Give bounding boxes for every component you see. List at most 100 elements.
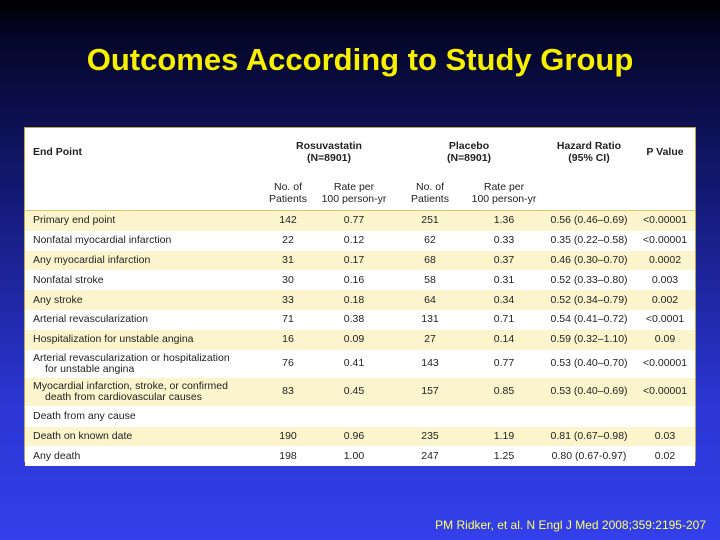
cell-rosuvastatin-rate: 0.77 bbox=[313, 210, 395, 231]
cell-end-point: Arterial revascularization or hospitaliz… bbox=[25, 349, 263, 378]
cell-hazard-ratio: 0.46 (0.30–0.70) bbox=[543, 250, 636, 271]
cell-hazard-ratio: 0.54 (0.41–0.72) bbox=[543, 309, 636, 330]
cell-rosuvastatin-rate: 0.16 bbox=[313, 270, 395, 291]
cell-rosuvastatin-rate: 0.09 bbox=[313, 329, 395, 350]
cell-p-value: <0.00001 bbox=[635, 210, 696, 231]
header-end-point: End Point bbox=[33, 146, 82, 158]
header-placebo-n: (N=8901) bbox=[446, 152, 492, 164]
cell-placebo-patients: 157 bbox=[395, 377, 465, 406]
cell-placebo-patients bbox=[395, 405, 465, 427]
cell-p-value: 0.0002 bbox=[635, 250, 696, 271]
subheader-rate-per: Rate per bbox=[483, 181, 525, 193]
cell-hazard-ratio: 0.35 (0.22–0.58) bbox=[543, 230, 636, 251]
cell-p-value: <0.0001 bbox=[635, 309, 696, 330]
table-section-row: Death from any cause bbox=[25, 405, 696, 427]
cell-end-point: Any myocardial infarction bbox=[25, 250, 263, 271]
subheader-person-yr: 100 person-yr bbox=[471, 193, 537, 205]
cell-end-point: Any death bbox=[25, 446, 263, 467]
slide-title: Outcomes According to Study Group bbox=[86, 42, 634, 77]
cell-placebo-rate: 1.19 bbox=[465, 426, 544, 447]
header-placebo-label: Placebo bbox=[448, 140, 490, 152]
cell-p-value: 0.09 bbox=[635, 329, 696, 350]
cell-rosuvastatin-rate: 1.00 bbox=[313, 446, 395, 467]
cell-placebo-rate: 0.34 bbox=[465, 290, 544, 310]
outcomes-table: End Point Rosuvastatin (N=8901) Placebo … bbox=[25, 128, 696, 467]
cell-rosuvastatin-patients: 198 bbox=[263, 446, 313, 467]
cell-rosuvastatin-rate: 0.38 bbox=[313, 309, 395, 330]
cell-rosuvastatin-rate: 0.45 bbox=[313, 377, 395, 406]
cell-end-point-line1: Arterial revascularization or hospitaliz… bbox=[33, 351, 230, 364]
cell-hazard-ratio: 0.59 (0.32–1.10) bbox=[543, 329, 636, 350]
cell-placebo-rate: 0.33 bbox=[465, 230, 544, 251]
cell-rosuvastatin-patients bbox=[263, 405, 313, 427]
citation: PM Ridker, et al. N Engl J Med 2008;359:… bbox=[435, 518, 706, 532]
subheader-person-yr: 100 person-yr bbox=[321, 193, 387, 205]
cell-placebo-rate: 0.14 bbox=[465, 329, 544, 350]
cell-placebo-patients: 247 bbox=[395, 446, 465, 467]
cell-rosuvastatin-rate: 0.41 bbox=[313, 349, 395, 378]
table-subheader-row: No. of Patients Rate per 100 person-yr N… bbox=[25, 176, 696, 211]
cell-p-value: 0.03 bbox=[635, 426, 696, 447]
cell-hazard-ratio: 0.80 (0.67-0.97) bbox=[543, 446, 636, 467]
subheader-rosuvastatin-rate: Rate per 100 person-yr bbox=[313, 176, 395, 211]
cell-placebo-patients: 58 bbox=[395, 270, 465, 291]
cell-placebo-rate bbox=[465, 405, 544, 427]
table-row: Any death 198 1.00 247 1.25 0.80 (0.67-0… bbox=[25, 446, 696, 467]
table-row: Hospitalization for unstable angina 16 0… bbox=[25, 329, 696, 350]
cell-rosuvastatin-patients: 76 bbox=[263, 349, 313, 378]
cell-end-point-line2: for unstable angina bbox=[45, 362, 135, 375]
cell-rosuvastatin-rate: 0.12 bbox=[313, 230, 395, 251]
subheader-rate-per: Rate per bbox=[333, 181, 375, 193]
cell-rosuvastatin-rate: 0.96 bbox=[313, 426, 395, 447]
cell-end-point: Arterial revascularization bbox=[25, 309, 263, 330]
cell-placebo-rate: 0.71 bbox=[465, 309, 544, 330]
header-placebo: Placebo (N=8901) bbox=[395, 128, 543, 176]
cell-end-point: Nonfatal myocardial infarction bbox=[25, 230, 263, 251]
cell-rosuvastatin-patients: 33 bbox=[263, 290, 313, 310]
table-header-row: End Point Rosuvastatin (N=8901) Placebo … bbox=[25, 128, 695, 176]
cell-p-value: 0.003 bbox=[635, 270, 696, 291]
cell-end-point: Any stroke bbox=[25, 290, 263, 310]
cell-placebo-patients: 64 bbox=[395, 290, 465, 310]
cell-end-point: Death from any cause bbox=[25, 405, 263, 427]
subheader-patients: Patients bbox=[411, 193, 449, 205]
cell-p-value: <0.00001 bbox=[635, 230, 696, 251]
table-row: Any stroke 33 0.18 64 0.34 0.52 (0.34–0.… bbox=[25, 290, 696, 310]
subheader-patients: Patients bbox=[269, 193, 307, 205]
cell-placebo-patients: 131 bbox=[395, 309, 465, 330]
subheader-placebo-rate: Rate per 100 person-yr bbox=[465, 176, 544, 211]
cell-rosuvastatin-rate: 0.17 bbox=[313, 250, 395, 271]
subheader-rosuvastatin-patients: No. of Patients bbox=[263, 176, 313, 211]
cell-rosuvastatin-patients: 71 bbox=[263, 309, 313, 330]
subheader-no-of: No. of bbox=[273, 181, 302, 193]
subheader-placebo-patients: No. of Patients bbox=[395, 176, 465, 211]
header-rosuvastatin-label: Rosuvastatin bbox=[296, 140, 362, 152]
cell-hazard-ratio: 0.56 (0.46–0.69) bbox=[543, 210, 636, 231]
subheader-no-of: No. of bbox=[415, 181, 444, 193]
header-rosuvastatin: Rosuvastatin (N=8901) bbox=[263, 128, 395, 176]
table-row: Nonfatal stroke 30 0.16 58 0.31 0.52 (0.… bbox=[25, 270, 696, 291]
cell-end-point-line2: death from cardiovascular causes bbox=[45, 390, 202, 403]
cell-placebo-rate: 0.37 bbox=[465, 250, 544, 271]
cell-end-point: Nonfatal stroke bbox=[25, 270, 263, 291]
cell-p-value: <0.00001 bbox=[635, 349, 696, 378]
header-hazard-ratio: Hazard Ratio (95% CI) bbox=[543, 128, 635, 176]
cell-rosuvastatin-patients: 190 bbox=[263, 426, 313, 447]
cell-placebo-rate: 0.77 bbox=[465, 349, 544, 378]
table-row: Arterial revascularization 71 0.38 131 0… bbox=[25, 309, 696, 330]
cell-hazard-ratio: 0.53 (0.40–0.70) bbox=[543, 349, 636, 378]
header-hazard-ratio-label: Hazard Ratio bbox=[556, 140, 622, 152]
cell-end-point: Primary end point bbox=[25, 210, 263, 231]
subheader-blank bbox=[25, 176, 263, 211]
cell-placebo-patients: 143 bbox=[395, 349, 465, 378]
cell-placebo-rate: 0.85 bbox=[465, 377, 544, 406]
cell-p-value: <0.00001 bbox=[635, 377, 696, 406]
cell-placebo-patients: 27 bbox=[395, 329, 465, 350]
cell-rosuvastatin-rate bbox=[313, 405, 395, 427]
cell-hazard-ratio: 0.52 (0.33–0.80) bbox=[543, 270, 636, 291]
subheader-blank bbox=[635, 176, 696, 211]
table-row: Nonfatal myocardial infarction 22 0.12 6… bbox=[25, 230, 696, 251]
cell-placebo-rate: 0.31 bbox=[465, 270, 544, 291]
cell-rosuvastatin-patients: 16 bbox=[263, 329, 313, 350]
cell-placebo-patients: 235 bbox=[395, 426, 465, 447]
